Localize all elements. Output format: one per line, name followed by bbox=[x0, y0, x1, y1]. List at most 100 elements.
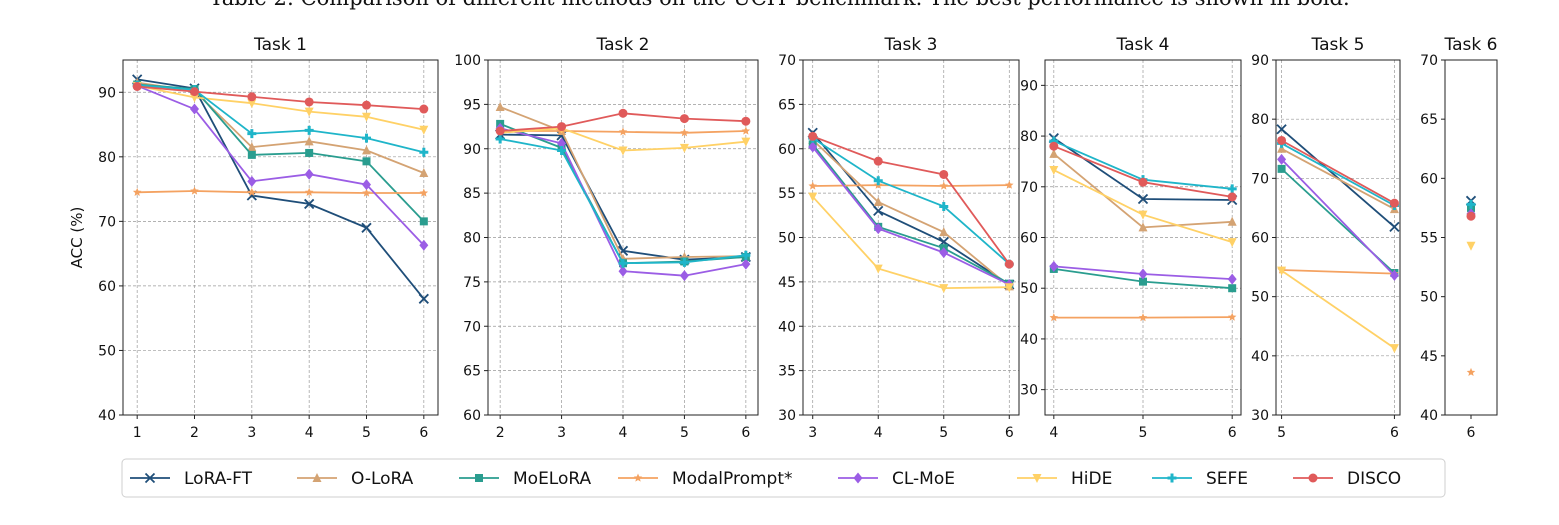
series-line-sefe bbox=[1281, 142, 1395, 207]
plot-frame bbox=[1444, 59, 1498, 416]
y-tick-label: 40 bbox=[98, 408, 116, 424]
legend-marker-modalprompt bbox=[633, 473, 643, 482]
panel-task-4: Task 4 30 40 50 60 70 80 90 4 5 6 bbox=[1020, 35, 1242, 441]
x-tick-label: 6 bbox=[1005, 425, 1014, 441]
legend-label-sefe: SEFE bbox=[1206, 469, 1248, 489]
data-point-modalprompt bbox=[741, 126, 751, 135]
data-point-modalprompt bbox=[680, 128, 689, 137]
data-point-o-lora bbox=[1227, 216, 1237, 226]
data-point-sefe bbox=[741, 250, 751, 260]
data-point-cl-moe bbox=[618, 265, 628, 277]
data-point-disco bbox=[304, 97, 314, 107]
data-point-modalprompt bbox=[304, 187, 314, 196]
data-point-disco bbox=[247, 92, 257, 102]
data-point-hide bbox=[939, 284, 949, 294]
series-line-cl-moe bbox=[811, 146, 1010, 286]
data-point-disco bbox=[1277, 135, 1287, 145]
y-tick-label: 50 bbox=[1020, 281, 1038, 297]
y-tick-label: 70 bbox=[1420, 53, 1438, 69]
y-tick-label: 30 bbox=[1020, 383, 1038, 399]
legend-box bbox=[121, 458, 1446, 498]
data-point-cl-moe bbox=[1389, 269, 1399, 281]
panel-title: Task 3 bbox=[884, 35, 938, 55]
data-point-o-lora bbox=[939, 227, 949, 237]
x-tick-label: 6 bbox=[1228, 425, 1237, 441]
data-point-sefe bbox=[679, 257, 689, 267]
y-tick-label: 45 bbox=[1420, 349, 1438, 365]
y-tick-label: 60 bbox=[98, 279, 116, 295]
data-point-o-lora bbox=[247, 142, 257, 152]
data-point-disco bbox=[419, 104, 429, 114]
data-point-sefe bbox=[1227, 184, 1237, 194]
series-line-modalprompt bbox=[812, 184, 1010, 187]
x-tick-label: 5 bbox=[939, 425, 948, 441]
data-point-o-lora bbox=[361, 145, 371, 155]
series-line-hide bbox=[812, 196, 1010, 290]
data-point-lora-ft bbox=[1389, 221, 1400, 232]
y-tick-label: 65 bbox=[778, 97, 796, 113]
data-point-sefe bbox=[247, 129, 257, 139]
legend-marker-lora-ft bbox=[144, 472, 156, 484]
data-point-o-lora bbox=[873, 197, 883, 206]
data-point-hide bbox=[679, 143, 689, 153]
y-tick-label: 30 bbox=[1251, 408, 1269, 424]
data-point-cl-moe bbox=[304, 168, 314, 180]
y-tick-label: 50 bbox=[98, 343, 116, 359]
data-point-sefe bbox=[557, 146, 567, 156]
series-line-o-lora bbox=[812, 139, 1010, 287]
data-point-disco bbox=[1389, 198, 1399, 208]
data-point-cl-moe bbox=[247, 175, 257, 187]
series-line-sefe bbox=[812, 137, 1010, 265]
y-tick-label: 40 bbox=[1420, 408, 1438, 424]
data-point-sefe bbox=[939, 201, 949, 211]
x-tick-label: 2 bbox=[496, 425, 505, 441]
legend-label-hide: HiDE bbox=[1071, 469, 1112, 489]
panel-title: Task 6 bbox=[1444, 35, 1498, 55]
series-line-disco bbox=[1281, 139, 1395, 204]
data-point-hide bbox=[361, 112, 371, 122]
legend-marker-cl-moe bbox=[853, 472, 863, 484]
legend-label-lora-ft: LoRA-FT bbox=[184, 469, 253, 489]
series-line-modalprompt bbox=[1281, 269, 1395, 275]
series-line-lora-ft bbox=[137, 78, 425, 300]
legend: LoRA-FT O-LoRA MoELoRA ModalPrompt* CL-MoE Hi… bbox=[121, 458, 1446, 498]
panel-task-2: Task 2 60 65 70 75 80 85 90 95 100 2 3 4 5 6 bbox=[454, 35, 759, 441]
data-point-hide bbox=[1389, 344, 1399, 354]
series-line-disco bbox=[137, 85, 424, 110]
data-point-o-lora bbox=[1138, 222, 1148, 232]
data-point-cl-moe bbox=[190, 103, 200, 115]
data-point-sefe bbox=[618, 258, 628, 268]
legend-marker-hide bbox=[1032, 474, 1042, 483]
data-point-cl-moe bbox=[1049, 260, 1059, 272]
data-point-cl-moe bbox=[1138, 268, 1148, 280]
data-point-moelora bbox=[247, 150, 256, 159]
y-tick-label: 70 bbox=[1020, 180, 1038, 196]
data-point-modalprompt bbox=[190, 186, 199, 195]
data-point-disco bbox=[873, 156, 883, 166]
x-tick-label: 1 bbox=[133, 425, 142, 441]
data-point-hide bbox=[1004, 283, 1014, 293]
x-tick-label: 6 bbox=[419, 425, 428, 441]
data-point-disco bbox=[1466, 211, 1476, 221]
x-tick-label: 6 bbox=[1467, 425, 1476, 441]
data-point-modalprompt bbox=[618, 127, 628, 136]
data-point-o-lora bbox=[419, 167, 429, 177]
data-point-cl-moe bbox=[808, 141, 818, 153]
data-point-moelora bbox=[1277, 164, 1286, 173]
data-point-disco bbox=[190, 87, 200, 97]
data-point-modalprompt bbox=[1049, 313, 1059, 322]
legend-marker-disco bbox=[1308, 473, 1318, 483]
data-point-modalprompt bbox=[1227, 312, 1237, 321]
y-tick-label: 90 bbox=[1251, 53, 1269, 69]
y-tick-label: 70 bbox=[1251, 171, 1269, 187]
data-point-hide bbox=[419, 125, 429, 135]
data-point-lora-ft bbox=[1276, 124, 1287, 135]
panel-title: Task 4 bbox=[1116, 35, 1170, 55]
y-tick-label: 60 bbox=[1420, 171, 1438, 187]
series-line-cl-moe bbox=[136, 84, 425, 246]
data-point-cl-moe bbox=[419, 239, 429, 251]
data-point-modalprompt bbox=[939, 181, 949, 190]
x-tick-label: 3 bbox=[557, 425, 566, 441]
